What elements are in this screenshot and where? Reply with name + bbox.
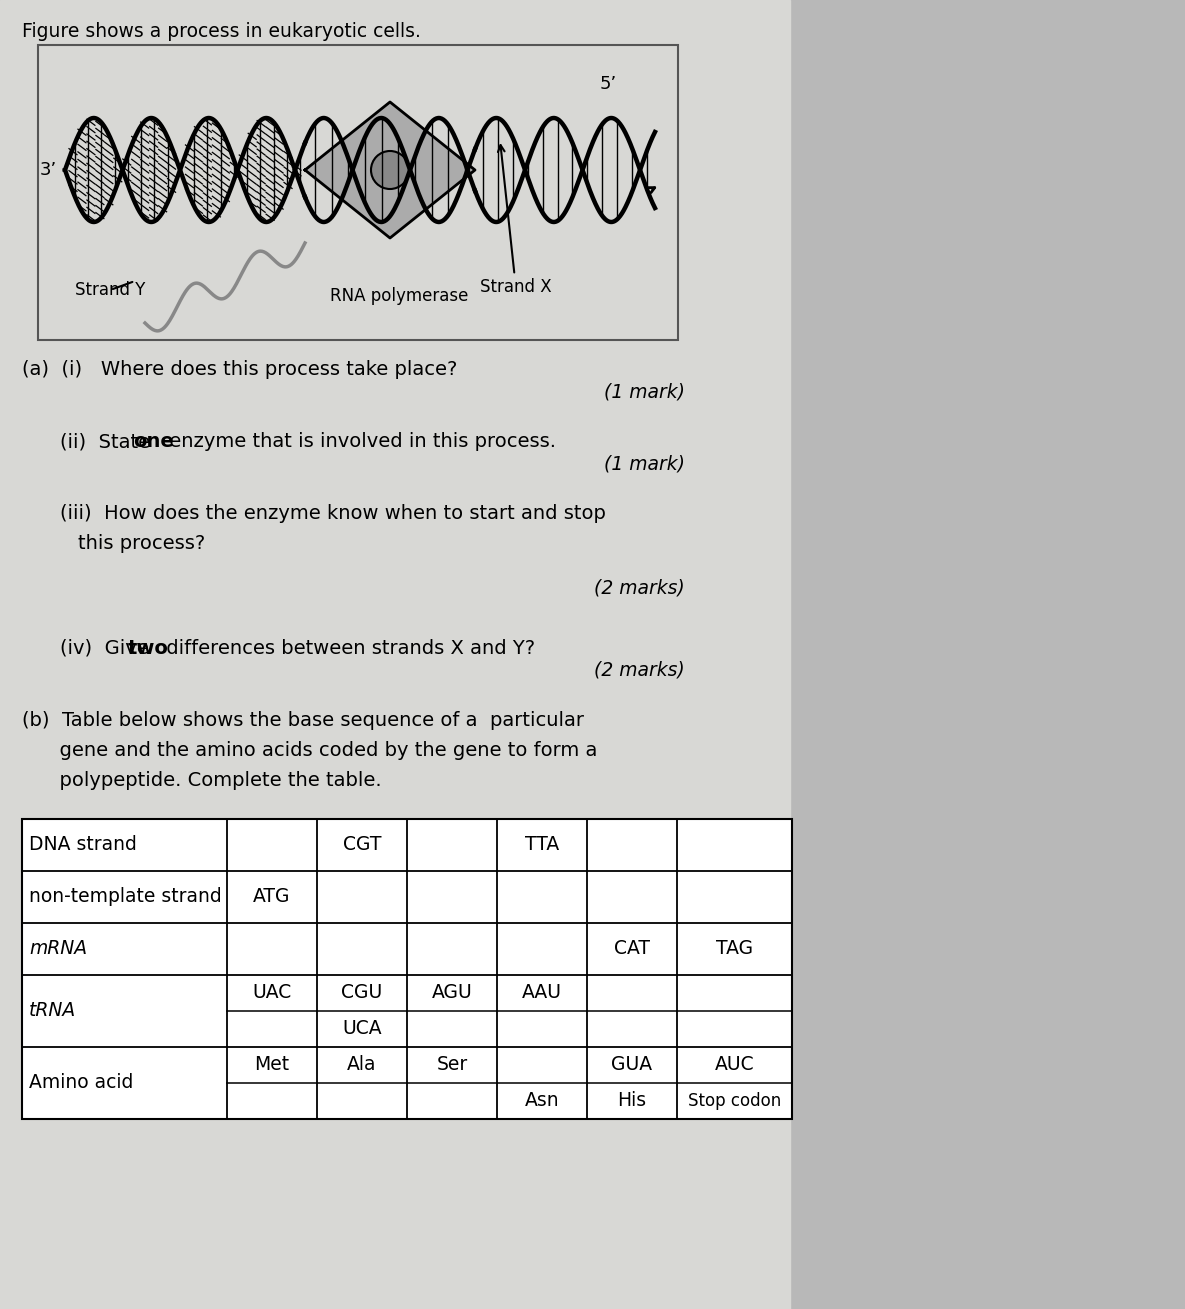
Text: Ser: Ser [436, 1055, 468, 1075]
Text: one: one [133, 432, 174, 452]
Text: Figure shows a process in eukaryotic cells.: Figure shows a process in eukaryotic cel… [23, 22, 421, 41]
Text: mRNA: mRNA [28, 940, 88, 958]
Text: (1 mark): (1 mark) [604, 454, 685, 473]
Text: (2 marks): (2 marks) [594, 579, 685, 598]
Text: DNA strand: DNA strand [28, 835, 137, 855]
Text: Ala: Ala [347, 1055, 377, 1075]
Text: TTA: TTA [525, 835, 559, 855]
Bar [38, 45, 678, 340]
Ellipse shape [371, 151, 409, 188]
Bar [23, 819, 792, 1119]
Text: two: two [128, 639, 169, 658]
Text: enzyme that is involved in this process.: enzyme that is involved in this process. [164, 432, 556, 452]
Bar [0, 0, 790, 1309]
Text: (b)  Table below shows the base sequence of a  particular: (b) Table below shows the base sequence … [23, 711, 584, 730]
Text: AUC: AUC [715, 1055, 755, 1075]
Text: CAT: CAT [614, 940, 651, 958]
Text: Met: Met [255, 1055, 289, 1075]
Text: Stop codon: Stop codon [687, 1092, 781, 1110]
Text: tRNA: tRNA [28, 1001, 76, 1021]
Text: gene and the amino acids coded by the gene to form a: gene and the amino acids coded by the ge… [23, 741, 597, 761]
Text: GUA: GUA [611, 1055, 653, 1075]
Text: (a)  (i)   Where does this process take place?: (a) (i) Where does this process take pla… [23, 360, 457, 380]
Text: (1 mark): (1 mark) [604, 382, 685, 401]
Polygon shape [305, 102, 475, 238]
Text: differences between strands X and Y?: differences between strands X and Y? [160, 639, 536, 658]
Text: Strand X: Strand X [480, 145, 552, 296]
Text: AGU: AGU [431, 983, 473, 1003]
Text: AAU: AAU [523, 983, 562, 1003]
Text: ATG: ATG [254, 888, 290, 907]
Text: RNA polymerase: RNA polymerase [329, 287, 468, 305]
Text: (iv)  Give: (iv) Give [60, 639, 155, 658]
Text: polypeptide. Complete the table.: polypeptide. Complete the table. [23, 771, 382, 791]
Text: UCA: UCA [342, 1020, 382, 1038]
Text: (2 marks): (2 marks) [594, 661, 685, 679]
Text: Amino acid: Amino acid [28, 1073, 134, 1093]
Text: CGT: CGT [342, 835, 382, 855]
Text: non-template strand: non-template strand [28, 888, 222, 907]
Text: (ii)  State: (ii) State [60, 432, 156, 452]
Text: (iii)  How does the enzyme know when to start and stop: (iii) How does the enzyme know when to s… [60, 504, 606, 524]
Text: Asn: Asn [525, 1092, 559, 1110]
Text: 3’: 3’ [40, 161, 57, 179]
Text: TAG: TAG [716, 940, 752, 958]
Text: this process?: this process? [78, 534, 205, 552]
Text: UAC: UAC [252, 983, 292, 1003]
Text: 5’: 5’ [600, 75, 617, 93]
Text: CGU: CGU [341, 983, 383, 1003]
Text: Strand Y: Strand Y [75, 281, 146, 298]
Text: His: His [617, 1092, 647, 1110]
